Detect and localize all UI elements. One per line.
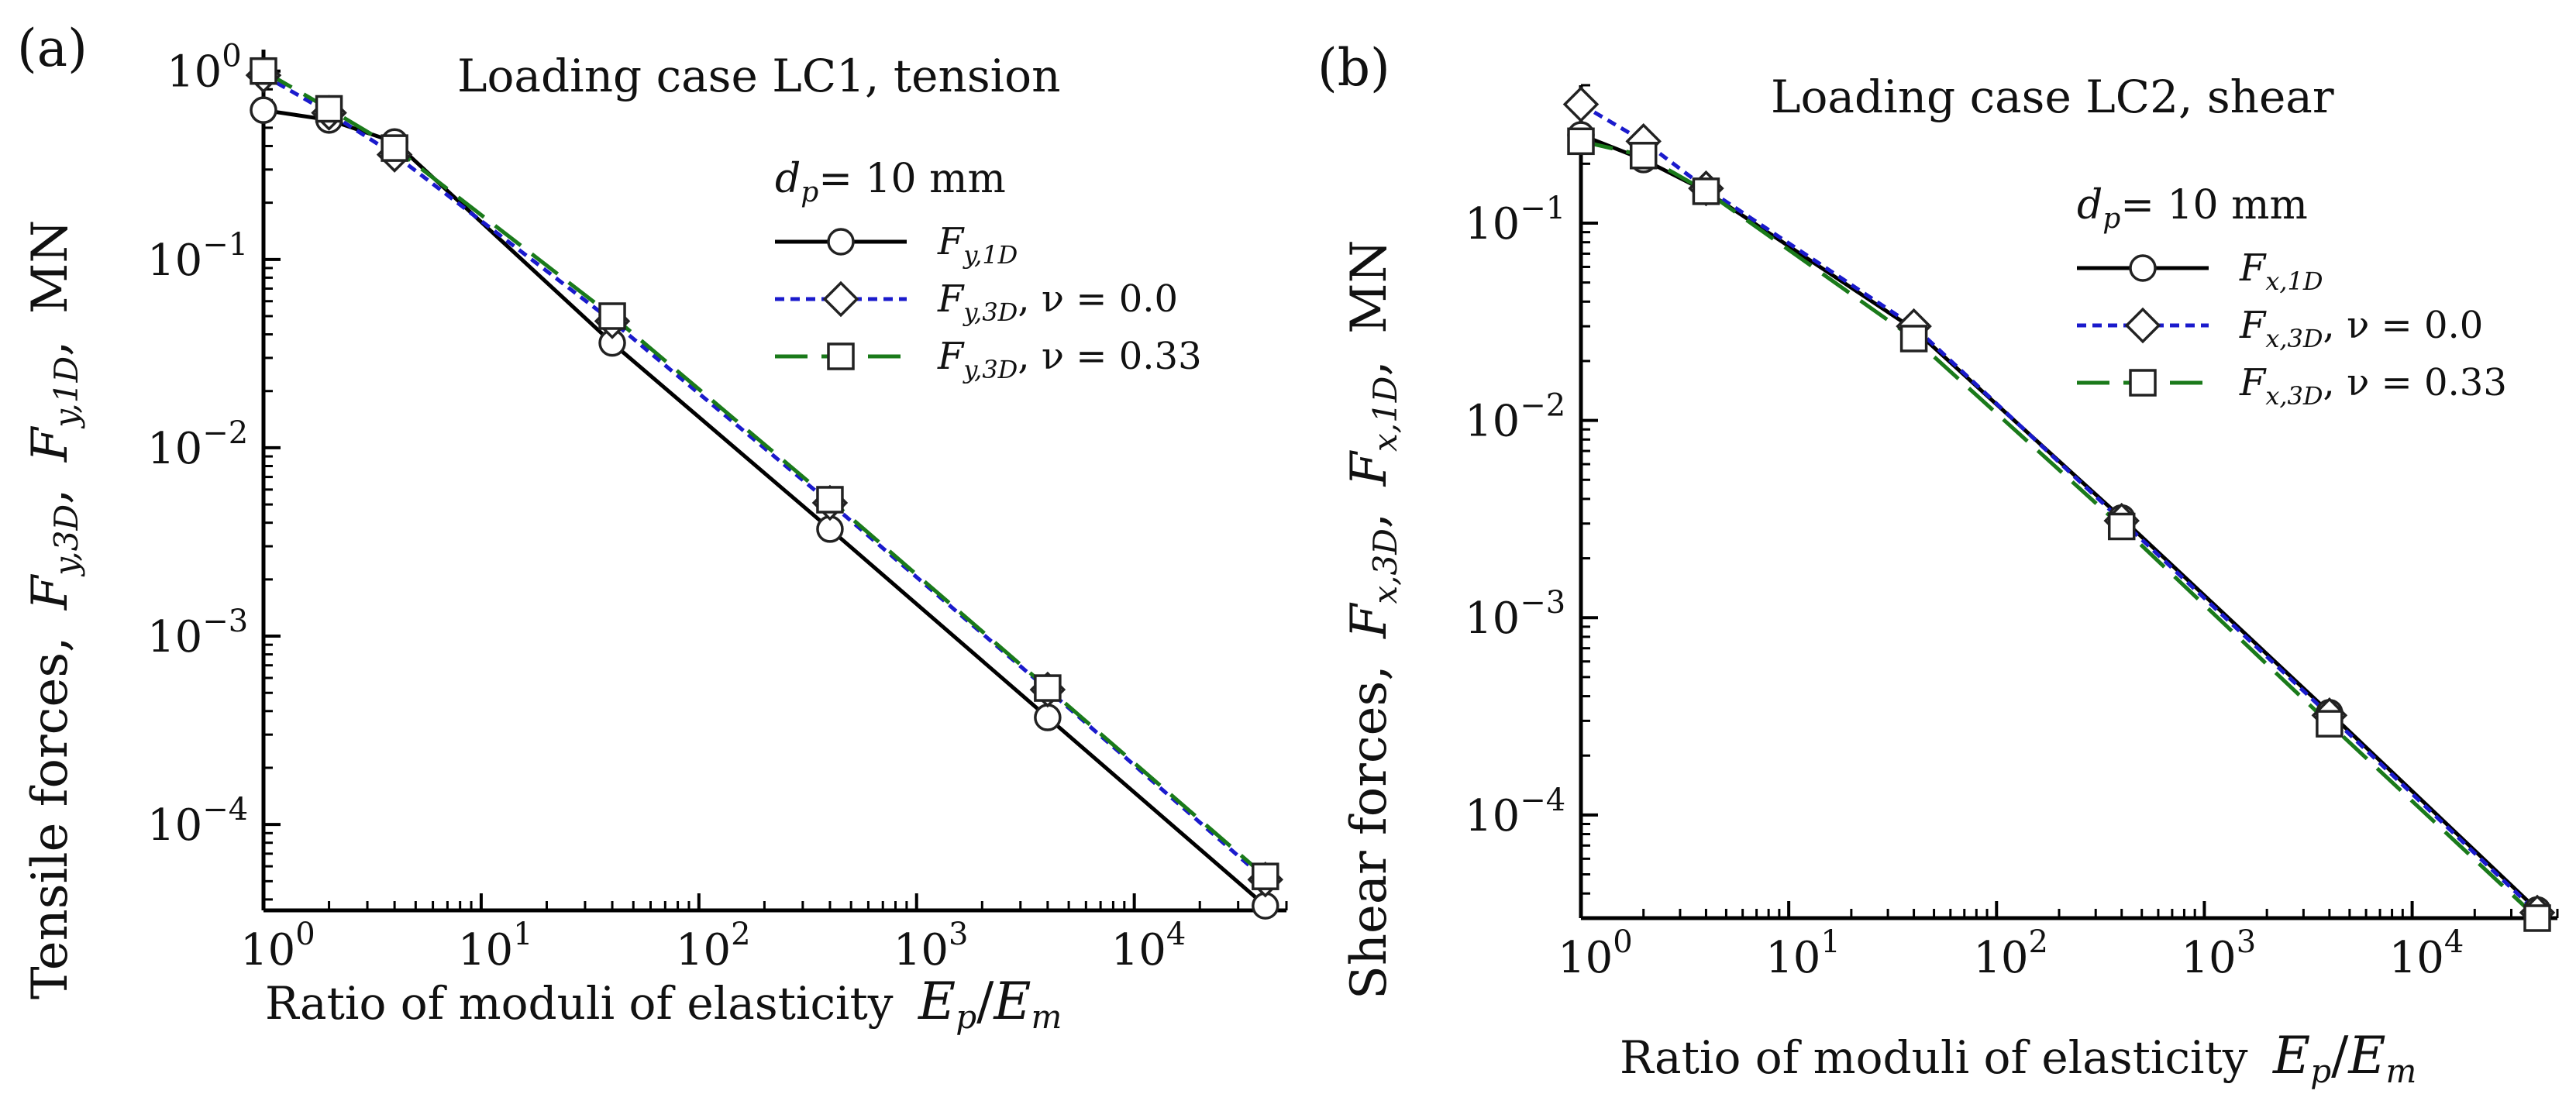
- x-tick-label: 100: [240, 917, 315, 975]
- panel-a-legend-heading: dp= 10 mm: [775, 156, 1006, 208]
- data-point-square: [315, 95, 343, 123]
- data-point-square: [1252, 862, 1279, 890]
- series-line-circle: [263, 108, 1267, 907]
- panel-a-chart: (a) 100 101 102 103 104 10010−110−210−310−4 …: [17, 19, 1288, 1036]
- x-tick-label: 104: [2389, 924, 2464, 983]
- panel-b-ylabel-text: Shear forces,: [1341, 665, 1398, 999]
- y-tick-label: 10−3: [147, 604, 248, 662]
- data-point-square: [1567, 127, 1595, 156]
- data-point-square: [2107, 512, 2136, 541]
- panel-b-legend-heading: dp= 10 mm: [2077, 182, 2308, 235]
- y-tick-label: 10−1: [1465, 191, 1565, 249]
- panel-a-ylabel: Tensile forces, Fy,3D, Fy,1D, MN: [22, 220, 85, 999]
- y-tick-label: 10−3: [1465, 585, 1565, 644]
- panel-b-ylabel-unit: MN: [1341, 239, 1398, 334]
- panel-a-ylabel-text: Tensile forces,: [22, 636, 79, 999]
- data-point-square: [1692, 177, 1720, 205]
- panel-a-legend-heading-value: = 10 mm: [818, 156, 1005, 202]
- panel-b-legend-heading-value: = 10 mm: [2120, 182, 2307, 229]
- data-point-circle: [1034, 704, 1062, 731]
- legend-marker-square: [827, 342, 855, 370]
- data-point-square: [1899, 325, 1928, 353]
- series-line-diamond: [262, 73, 1267, 882]
- data-point-square: [1034, 674, 1062, 702]
- legend-label: Fy,3D, ν = 0.33: [937, 335, 1202, 384]
- panel-a-ylabel-unit: MN: [22, 220, 79, 315]
- legend-label: Fx,3D, ν = 0.0: [2239, 304, 2483, 353]
- legend-marker-square: [2129, 369, 2157, 397]
- data-point-square: [816, 486, 844, 514]
- y-tick-label: 10−1: [147, 227, 248, 286]
- data-point-square: [250, 57, 277, 85]
- series-line-diamond: [1579, 102, 2539, 914]
- panel-b-ylabel: Shear forces, Fx,3D, Fx,1D, MN: [1341, 239, 1404, 999]
- series-line-circle: [1580, 132, 2539, 912]
- x-tick-label: 101: [1765, 924, 1841, 983]
- y-tick-label: 10−2: [1465, 388, 1565, 447]
- legend-marker-diamond: [2124, 307, 2161, 344]
- panel-a-label: (a): [17, 19, 88, 78]
- y-tick-label: 10−4: [147, 792, 248, 851]
- panel-a-xlabel: Ratio of moduli of elasticity Ep/Em: [265, 972, 1062, 1036]
- panel-b-label: (b): [1317, 38, 1390, 98]
- panel-b-legend: dp= 10 mm Fx,1D Fx,3D, ν = 0.0 Fx,3D, ν = …: [2077, 182, 2507, 411]
- y-tick-label: 10−2: [147, 415, 248, 474]
- panel-b-chart: (b) 100 101 102 103 104 10−1 10−2 10−3 10−4 Loa…: [1317, 38, 2559, 1090]
- x-tick-label: 101: [458, 917, 533, 975]
- x-tick-label: 103: [894, 917, 969, 975]
- panel-a-xlabel-text: Ratio of moduli of elasticity: [265, 977, 894, 1030]
- x-tick-label: 102: [1973, 924, 2048, 983]
- data-point-square: [598, 302, 626, 330]
- panel-b-xlabel-text: Ratio of moduli of elasticity: [1620, 1031, 2248, 1084]
- legend-label: Fx,1D: [2239, 246, 2323, 296]
- legend-marker-circle: [827, 228, 855, 256]
- legend-label: Fy,1D: [937, 220, 1018, 270]
- data-point-square: [2316, 710, 2344, 738]
- panel-b-xlabel: Ratio of moduli of elasticity Ep/Em: [1620, 1026, 2416, 1090]
- x-tick-label: 104: [1111, 917, 1186, 975]
- legend-marker-circle: [2129, 254, 2157, 282]
- panel-a-title: Loading case LC1, tension: [457, 50, 1060, 102]
- x-tick-label: 100: [1558, 924, 1633, 983]
- data-point-circle: [250, 96, 277, 124]
- y-tick-label: 10−4: [1465, 783, 1565, 841]
- x-tick-label: 102: [676, 917, 751, 975]
- data-point-square: [2523, 904, 2551, 932]
- y-tick-label: 100: [167, 39, 242, 98]
- legend-marker-diamond: [822, 280, 859, 318]
- panel-b-title: Loading case LC2, shear: [1771, 71, 2334, 123]
- series-line-square: [1580, 139, 2539, 920]
- data-point-square: [381, 134, 408, 162]
- data-point-diamond: [1562, 86, 1600, 122]
- legend-label: Fy,3D, ν = 0.0: [937, 277, 1178, 327]
- panel-a-legend: dp= 10 mm Fy,1D Fy,3D, ν = 0.0 Fy,3D, ν = …: [775, 156, 1202, 384]
- x-tick-label: 103: [2181, 924, 2256, 983]
- legend-label: Fx,3D, ν = 0.33: [2239, 361, 2507, 411]
- data-point-square: [1629, 142, 1658, 170]
